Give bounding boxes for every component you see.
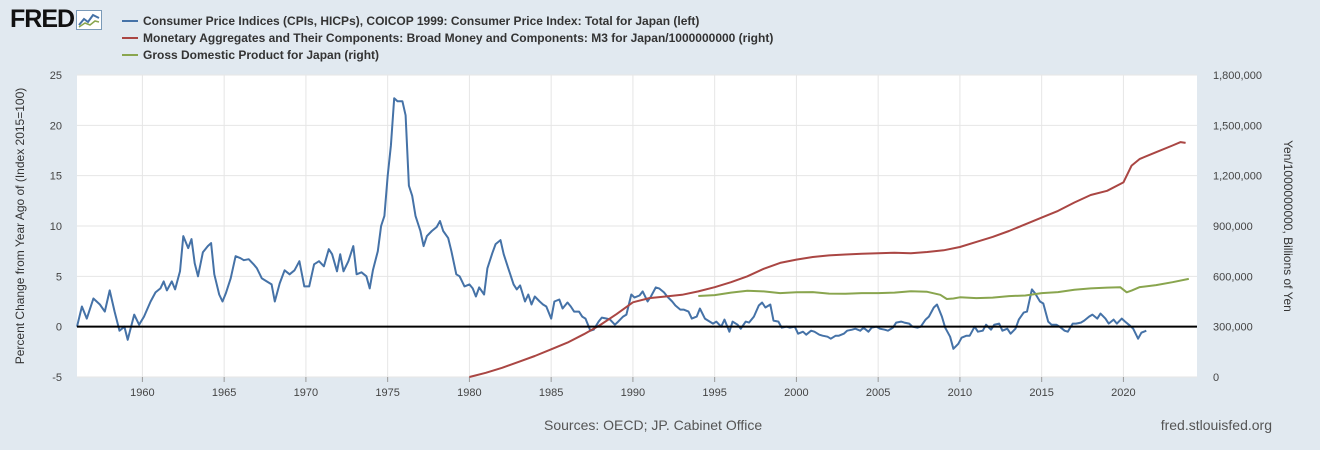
line-chart-icon <box>76 9 103 30</box>
legend-item-gdp[interactable]: Gross Domestic Product for Japan (right) <box>122 46 773 63</box>
x-tick-label: 1975 <box>375 387 399 399</box>
right-tick-label: 1,500,000 <box>1213 120 1262 132</box>
series-line-gdp[interactable] <box>698 277 1189 300</box>
left-axis-title: Percent Change from Year Ago of (Index 2… <box>13 88 27 365</box>
fred-site-link[interactable]: fred.stlouisfed.org <box>1160 417 1272 433</box>
right-tick-label: 300,000 <box>1213 322 1253 334</box>
right-tick-label: 1,800,000 <box>1213 70 1262 82</box>
left-tick-label: 5 <box>56 271 62 283</box>
chart: -5 0 5 10 15 20 25 0 300,000 600,000 900,000 1,200… <box>13 70 1295 399</box>
right-tick-label: 600,000 <box>1213 271 1253 283</box>
right-tick-label: 900,000 <box>1213 221 1253 233</box>
legend-label-gdp: Gross Domestic Product for Japan (right) <box>143 47 380 62</box>
fred-logo[interactable]: FRED <box>10 5 103 33</box>
right-tick-label: 1,200,000 <box>1213 171 1262 183</box>
left-tick-label: 10 <box>50 221 62 233</box>
right-axis-title: Yen/1000000000, Billions of Yen <box>1281 140 1295 312</box>
x-tick-label: 1985 <box>539 387 563 399</box>
legend-swatch-m3 <box>122 36 138 39</box>
left-tick-label: 20 <box>50 120 62 132</box>
fred-logo-text: FRED <box>10 5 75 33</box>
x-tick-label: 1960 <box>130 387 154 399</box>
right-tick-label: 0 <box>1213 372 1219 384</box>
legend-label-cpi: Consumer Price Indices (CPIs, HICPs), CO… <box>143 13 700 28</box>
series-line-cpi[interactable] <box>76 97 1147 350</box>
legend-label-m3: Monetary Aggregates and Their Components… <box>143 30 774 45</box>
series-line-m3[interactable] <box>469 141 1186 378</box>
legend-swatch-cpi <box>122 19 138 22</box>
x-tick-label: 2020 <box>1111 387 1135 399</box>
x-tick-label: 2000 <box>784 387 808 399</box>
left-tick-label: 15 <box>50 171 62 183</box>
x-tick-label: 1980 <box>457 387 481 399</box>
x-tick-label: 1965 <box>212 387 236 399</box>
x-tick-label: 2015 <box>1029 387 1053 399</box>
x-tick-label: 2005 <box>866 387 890 399</box>
x-tick-label: 1990 <box>621 387 645 399</box>
legend-item-cpi[interactable]: Consumer Price Indices (CPIs, HICPs), CO… <box>122 12 773 29</box>
x-tick-label: 1995 <box>702 387 726 399</box>
legend-item-m3[interactable]: Monetary Aggregates and Their Components… <box>122 29 773 46</box>
legend-swatch-gdp <box>122 53 138 56</box>
left-tick-label: 0 <box>56 322 62 334</box>
x-tick-label: 2010 <box>948 387 972 399</box>
chart-legend: Consumer Price Indices (CPIs, HICPs), CO… <box>122 12 773 63</box>
left-tick-label: -5 <box>52 372 62 384</box>
sources-note: Sources: OECD; JP. Cabinet Office <box>544 417 763 433</box>
left-tick-label: 25 <box>50 70 62 82</box>
x-tick-label: 1970 <box>294 387 318 399</box>
